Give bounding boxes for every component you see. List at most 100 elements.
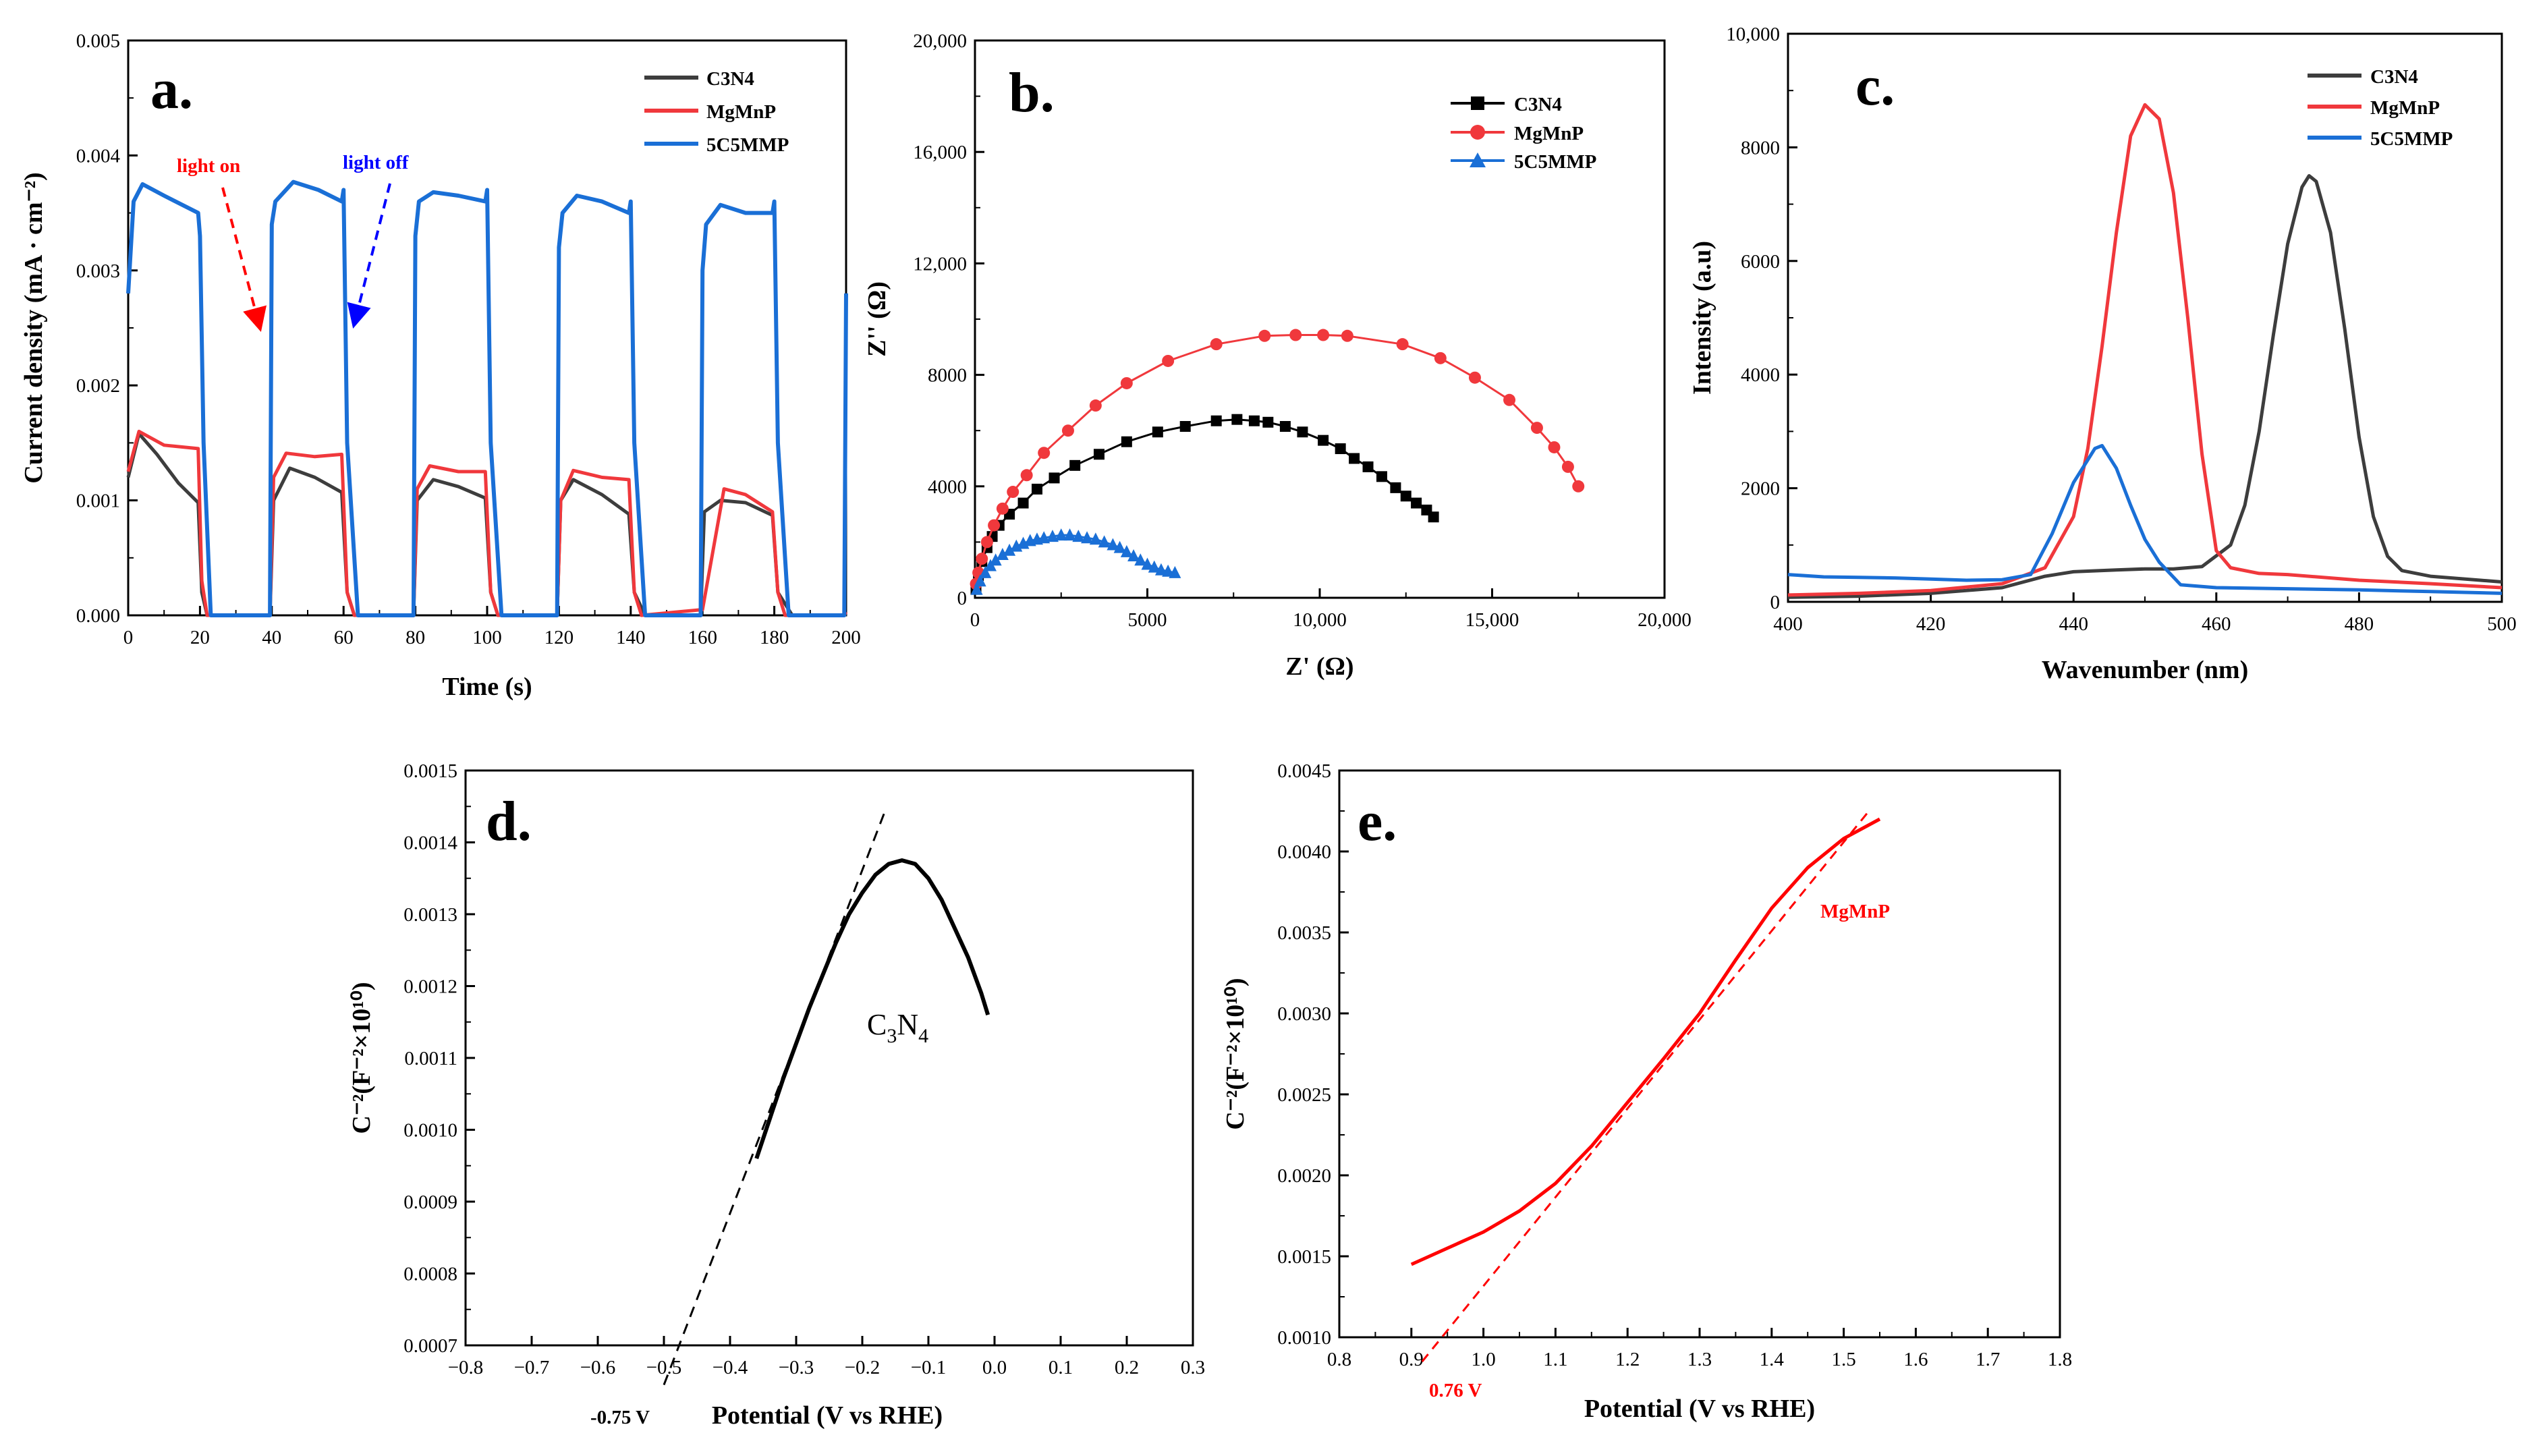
panel-c-frame [1787, 32, 2503, 603]
panel-e-ytick-label: 0.0045 [1277, 760, 1331, 782]
panel-e-xtick-label: 1.1 [1543, 1349, 1567, 1370]
panel-b-ytick-label: 8000 [928, 365, 967, 387]
panel-c-series-5c5mmp [1787, 444, 2503, 595]
panel-b-point-mgmnp [1468, 371, 1481, 384]
panel-b-point-5c5mmp [989, 553, 1002, 566]
panel-b-point-5c5mmp [1148, 560, 1161, 573]
panel-c-legend: C3N4 MgMnP 5C5MMP [2308, 66, 2453, 150]
panel-b-point-c3n4 [1179, 421, 1191, 432]
panel-b-point-c3n4 [1362, 461, 1374, 472]
panel-d-xtick-label: 0.3 [1181, 1357, 1205, 1378]
panel-a-series [126, 179, 848, 617]
panel-b-point-mgmnp [1162, 354, 1175, 367]
panel-d-ytick-label: 0.0011 [404, 1048, 457, 1069]
panel-a-xtick-label: 20 [190, 627, 210, 648]
panel-c-ytick-label: 8000 [1741, 137, 1780, 159]
panel-d-xtick-label: −0.4 [712, 1357, 748, 1378]
panel-b-point-c3n4 [1069, 459, 1081, 471]
panel-c-ytick-label: 2000 [1741, 478, 1780, 500]
panel-d-ytick-label: 0.0010 [403, 1120, 457, 1142]
panel-e-ytick-label: 0.0035 [1277, 922, 1331, 944]
panel-e-xtick-label: 0.8 [1327, 1349, 1351, 1370]
panel-d-series [663, 810, 990, 1386]
legend-label-mgmnp: MgMnP [1514, 123, 1584, 144]
panel-b-series [970, 329, 1585, 595]
legend-label-mgmnp: MgMnP [706, 101, 776, 123]
panel-e-xtick-label: 1.2 [1615, 1349, 1640, 1370]
panel-e-xlabel: Potential (V vs RHE) [1584, 1395, 1815, 1423]
panel-a-ytick-label: 0.004 [76, 145, 121, 167]
panel-c-xtick-label: 440 [2059, 613, 2088, 635]
panel-e-ytick-label: 0.0025 [1277, 1084, 1331, 1106]
panel-b-point-5c5mmp [1098, 535, 1111, 548]
panel-b-point-5c5mmp [979, 565, 992, 578]
panel-d-series-tangent [663, 810, 887, 1386]
panel-b-point-c3n4 [1031, 483, 1042, 495]
panel-b-point-mgmnp [976, 553, 988, 565]
panel-d-xtick-label: −0.2 [845, 1357, 881, 1378]
panel-b-point-mgmnp [1038, 447, 1051, 459]
panel-b-point-5c5mmp [1081, 531, 1094, 544]
panel-b-point-mgmnp [1007, 486, 1019, 499]
panel-b-point-5c5mmp [996, 547, 1009, 560]
panel-b-point-c3n4 [1248, 415, 1260, 426]
panel-b-point-mgmnp [996, 502, 1009, 515]
panel-b-point-mgmnp [988, 519, 1001, 532]
panel-d-xlabel: Potential (V vs RHE) [712, 1401, 943, 1430]
panel-d-ticks: −0.8 −0.7 −0.6 −0.5 −0.4 −0.3 −0.2 −0.1 0.0 0.1 0.… [403, 760, 1205, 1378]
panel-b-ytick-label: 20,000 [913, 30, 967, 52]
panel-b-point-c3n4 [1428, 511, 1439, 523]
panel-d-curve-label: C3N4 [867, 1008, 928, 1047]
panel-a-xtick-label: 180 [760, 627, 789, 648]
panel-b-point-c3n4 [1318, 435, 1329, 446]
panel-b-point-5c5mmp [1141, 557, 1154, 570]
panel-b-ytick-label: 12,000 [913, 253, 967, 275]
panel-c-xtick-label: 420 [1916, 613, 1946, 635]
panel-b-ticks: 0 5000 10,000 15,000 20,000 0 4000 8000 12,000 16… [913, 30, 1692, 631]
legend-label-5c5mmp: 5C5MMP [706, 134, 789, 156]
panel-b-point-5c5mmp [974, 574, 986, 587]
panel-d-ytick-label: 0.0013 [403, 904, 457, 926]
panel-b-series-mgmnp [975, 334, 1580, 584]
panel-b-point-5c5mmp [1113, 540, 1126, 553]
panel-d-intercept-label: -0.75 V [590, 1407, 650, 1428]
legend-label-5c5mmp: 5C5MMP [1514, 151, 1596, 173]
panel-d-xtick-label: −0.3 [779, 1357, 814, 1378]
panel-e-series-tangent [1421, 810, 1870, 1362]
panel-c: 400 420 440 460 480 500 0 2000 4000 6000 8000 10,00… [1688, 24, 2517, 684]
panel-a-ytick-label: 0.003 [76, 260, 120, 282]
panel-b-point-5c5mmp [1107, 538, 1119, 551]
panel-b-point-mgmnp [1396, 338, 1409, 351]
panel-b-legend: C3N4 MgMnP 5C5MMP [1451, 94, 1596, 173]
legend-marker-mgmnp [1470, 125, 1485, 140]
legend-marker-c3n4 [1471, 96, 1484, 110]
panel-e-ytick-label: 0.0030 [1277, 1003, 1331, 1025]
panel-d-xtick-label: 0.0 [982, 1357, 1007, 1378]
panel-b-point-c3n4 [1152, 426, 1163, 438]
legend-label-c3n4: C3N4 [706, 68, 754, 90]
panel-c-ytick-label: 6000 [1741, 251, 1780, 273]
legend-label-c3n4: C3N4 [2370, 66, 2418, 88]
panel-e-xtick-label: 0.9 [1399, 1349, 1424, 1370]
panel-c-ytick-label: 0 [1770, 592, 1781, 613]
panel-b-point-mgmnp [1289, 329, 1302, 341]
panel-a-xtick-label: 0 [123, 627, 134, 648]
panel-b-point-5c5mmp [1162, 564, 1175, 577]
legend-label-c3n4: C3N4 [1514, 94, 1562, 115]
panel-b-point-c3n4 [1411, 497, 1422, 509]
panel-a-series-5c5mmp [126, 179, 848, 617]
panel-b-point-mgmnp [1120, 376, 1133, 389]
panel-e-ylabel: C⁻²(F⁻²×10¹⁰) [1221, 978, 1250, 1129]
panel-e-ytick-label: 0.0010 [1277, 1327, 1331, 1349]
panel-a-xtick-label: 120 [544, 627, 574, 648]
panel-a-ytick-label: 0.000 [76, 605, 120, 627]
panel-d-xtick-label: −0.5 [646, 1357, 682, 1378]
panel-d: −0.8 −0.7 −0.6 −0.5 −0.4 −0.3 −0.2 −0.1 0.0 0.1 0.… [347, 760, 1205, 1430]
panel-b-point-5c5mmp [1089, 532, 1102, 545]
panel-a-ticks: 0 20 40 60 80 100 120 140 160 180 200 0.000 0.001 0.0… [76, 30, 861, 648]
panel-b-point-5c5mmp [1154, 563, 1167, 576]
panel-c-ytick-label: 10,000 [1726, 24, 1780, 45]
panel-b-point-c3n4 [1049, 472, 1060, 484]
panel-b-point-mgmnp [1434, 352, 1447, 364]
